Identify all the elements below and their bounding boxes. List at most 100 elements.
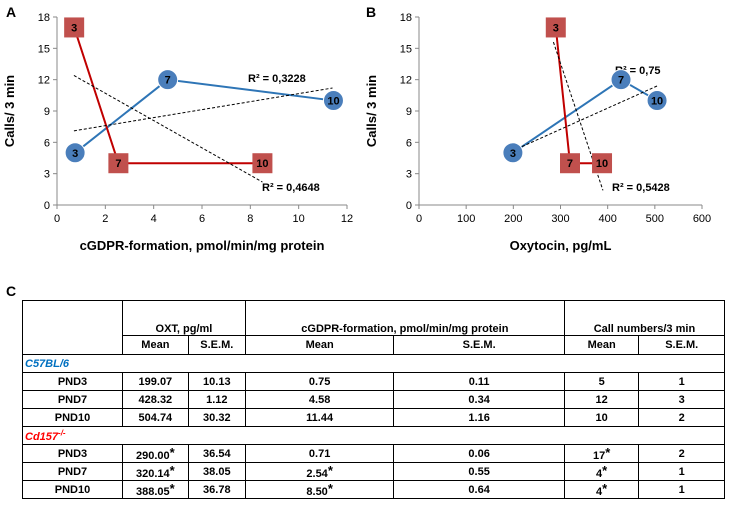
table-cell: 428.32 [122,390,189,409]
chart-b-point-circle [646,90,668,112]
table-cell: 4.58 [244,390,395,409]
table-group-header: Call numbers/3 min [563,300,726,336]
table-cell: 1.12 [187,390,246,409]
table-subheader-cell: S.E.M. [638,335,725,355]
table-cell: 504.74 [122,408,189,427]
panel-label-a: A [6,4,17,20]
row-label: PND10 [22,480,123,499]
panel-label-b: B [366,4,377,20]
chart-a-trendline-label-2: R² = 0,4648 [262,182,320,194]
table-cell: 11.44 [244,408,395,427]
chart-a-point-square [108,153,129,174]
row-label: PND10 [22,408,123,427]
table-row: PND10 504.74 30.32 11.44 1.16 10 2 [22,408,725,427]
chart-a-x-axis-label: cGDPR-formation, pmol/min/mg protein [80,238,325,253]
chart-a-point-circle [157,69,179,91]
row-label: PND3 [22,444,123,463]
chart-a-y-tick-label: 3 [44,169,50,181]
chart-b-point-square [559,153,580,174]
chart-b-x-tick-label: 400 [598,213,616,225]
table-row: PND7 320.14* 38.05 2.54* 0.55 4* 1 [22,462,725,481]
chart-a-x-tick-label: 2 [102,213,108,225]
table-cell: 290.00* [122,444,189,463]
table-header-row: OXT, pg/ml cGDPR-formation, pmol/min/mg p… [22,300,726,355]
chart-a-series-line-2 [73,27,263,165]
chart-a: 0 3 6 9 12 15 18 0 2 4 6 8 10 12 cGDPR-formation, pmol… [2,12,353,253]
table-subheader-cell: S.E.M. [393,335,565,355]
chart-b-series-line-1 [512,78,658,154]
table-cell: 1.16 [393,408,565,427]
table-cell: 10.13 [187,372,246,391]
table-cell: 2.54* [244,462,395,481]
chart-b-point-label: 10 [651,96,663,108]
table-cell: 0.55 [393,462,565,481]
chart-b-point-label: 3 [510,148,516,160]
chart-a-y-tick-label: 9 [44,106,50,118]
chart-b-y-tick-label: 9 [406,106,412,118]
chart-b-point-label: 7 [618,75,624,87]
significance-star: * [327,481,333,496]
table-group-header: cGDPR-formation, pmol/min/mg protein [244,300,565,336]
table-cell: 12 [563,390,640,409]
chart-b-y-tick-label: 3 [406,169,412,181]
panel-label-c: C [6,283,17,299]
chart-b-point-label: 10 [596,158,608,170]
table-cell: 36.54 [187,444,246,463]
chart-a-point-square [64,17,85,38]
chart-a-series-line-1 [74,78,334,154]
significance-star: * [327,463,333,478]
chart-b-trendline-1 [512,85,658,152]
table-cell: 36.78 [187,480,246,499]
group-name: C57BL/6 [25,357,70,370]
table-cell: 30.32 [187,408,246,427]
group-name-superscript: -/- [58,428,66,438]
chart-a-x-tick-label: 4 [151,213,157,225]
chart-b: 0 3 6 9 12 15 18 0 100 200 300 400 500 600 Oxytocin, p… [364,12,711,253]
table-subheader-cell: Mean [563,335,640,355]
table-cell: 1 [638,462,725,481]
chart-a-trendline-label-1: R² = 0,3228 [248,73,306,85]
chart-b-trendline-label-2: R² = 0,5428 [612,182,670,194]
chart-a-x-tick-label: 6 [199,213,205,225]
chart-b-y-axis-label: Calls/ 3 min [364,75,379,147]
table-subheader-cell: S.E.M. [187,335,246,355]
significance-star: * [169,481,175,496]
table-cell: 17* [563,444,640,463]
chart-b-point-label: 3 [553,22,559,34]
table-cell: 0.06 [393,444,565,463]
table-group-header: OXT, pg/ml [122,300,246,336]
table-cell: 8.50* [244,480,395,499]
table-cell: 4* [563,480,640,499]
chart-a-y-axis-label: Calls/ 3 min [2,75,17,147]
chart-a-x-tick-label: 0 [54,213,60,225]
table-cell: 5 [563,372,640,391]
table-cell: 388.05* [122,480,189,499]
chart-a-x-tick-label: 8 [247,213,253,225]
table-row: PND3 199.07 10.13 0.75 0.11 5 1 [22,372,725,391]
chart-a-point-square [252,153,273,174]
table-cell: 0.34 [393,390,565,409]
table-cell: 1 [638,480,725,499]
chart-b-x-tick-label: 0 [416,213,422,225]
chart-a-point-circle [64,142,86,164]
row-label: PND7 [22,390,123,409]
chart-a-point-label: 3 [71,22,77,34]
table-subheader-row: Mean S.E.M. Mean S.E.M. Mean S.E.M. [23,335,725,355]
chart-b-x-axis-label: Oxytocin, pg/mL [510,238,612,253]
chart-b-y-tick-label: 15 [400,43,412,55]
chart-a-y-tick-label: 0 [44,200,50,212]
table-group-label: C57BL/6 [22,354,725,373]
data-table: OXT, pg/ml cGDPR-formation, pmol/min/mg p… [22,300,726,499]
table-cell: 2 [638,408,725,427]
significance-star: * [169,463,175,478]
chart-a-x-tick-label: 10 [293,213,305,225]
chart-a-y-tick-label: 18 [38,12,50,24]
chart-b-point-circle [502,142,524,164]
table-group-row: C57BL/6 [22,354,725,373]
chart-a-point-label: 10 [327,96,339,108]
chart-b-y-tick-label: 18 [400,12,412,24]
chart-b-y-tick-label: 0 [406,200,412,212]
table-row: PND7 428.32 1.12 4.58 0.34 12 3 [22,390,725,409]
chart-a-y-tick-label: 6 [44,137,50,149]
table-cell: 0.71 [244,444,395,463]
